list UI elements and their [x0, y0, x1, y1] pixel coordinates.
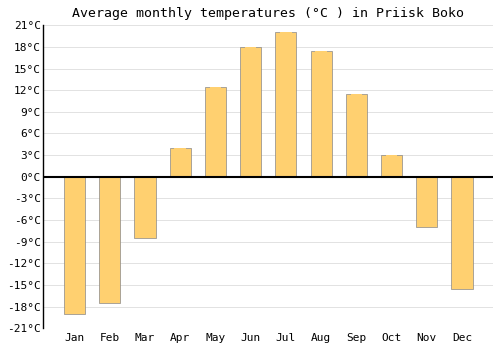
Bar [139, 177, 151, 238]
Bar [170, 148, 190, 177]
Bar [276, 33, 296, 177]
Bar [174, 148, 186, 177]
Bar [280, 33, 291, 177]
Bar [99, 177, 120, 303]
Bar [452, 177, 472, 288]
Bar [416, 177, 438, 227]
Bar [68, 177, 80, 314]
Bar [245, 47, 256, 177]
Bar [240, 47, 261, 177]
Bar [205, 86, 226, 177]
Bar [346, 94, 367, 177]
Bar [386, 155, 398, 177]
Bar [210, 86, 221, 177]
Title: Average monthly temperatures (°C ) in Priisk Boko: Average monthly temperatures (°C ) in Pr… [72, 7, 464, 20]
Bar [350, 94, 362, 177]
Bar [316, 50, 327, 177]
Bar [381, 155, 402, 177]
Bar [64, 177, 85, 314]
Bar [310, 50, 332, 177]
Bar [421, 177, 432, 227]
Bar [134, 177, 156, 238]
Bar [456, 177, 468, 288]
Bar [104, 177, 116, 303]
